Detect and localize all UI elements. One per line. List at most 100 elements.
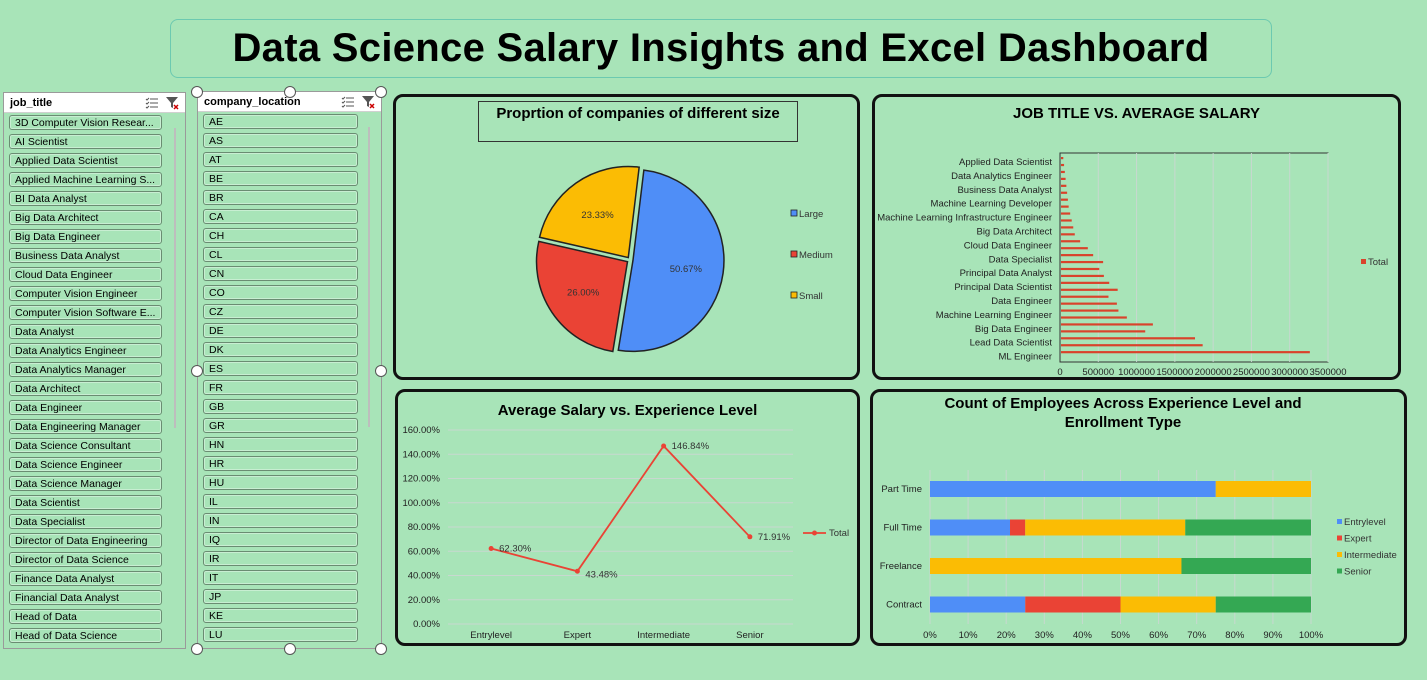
slicer-item[interactable]: Cloud Data Engineer <box>9 267 162 282</box>
data-point <box>747 534 753 540</box>
job-chart-title: JOB TITLE VS. AVERAGE SALARY <box>1013 105 1260 122</box>
slicer-item[interactable]: Director of Data Science <box>9 552 162 567</box>
scrollbar[interactable] <box>368 127 370 427</box>
category-label: Expert <box>564 630 592 641</box>
slicer-item[interactable]: GR <box>203 418 358 433</box>
tick-label: 1500000 <box>1156 367 1193 377</box>
category-label: Lead Data Scientist <box>970 338 1053 349</box>
resize-handle[interactable] <box>375 365 387 377</box>
legend-swatch <box>1337 552 1342 557</box>
resize-handle[interactable] <box>284 643 296 655</box>
slicer-item[interactable]: 3D Computer Vision Resear... <box>9 115 162 130</box>
pie-slice <box>538 165 641 259</box>
slicer-item[interactable]: JP <box>203 589 358 604</box>
pie-data-label: 23.33% <box>581 210 614 221</box>
slicer-item[interactable]: LU <box>203 627 358 642</box>
slicer-item[interactable]: HN <box>203 437 358 452</box>
slicer-item[interactable]: DE <box>203 323 358 338</box>
slicer-item[interactable]: Data Specialist <box>9 514 162 529</box>
slicer-item[interactable]: Applied Data Scientist <box>9 153 162 168</box>
slicer-item[interactable]: Data Scientist <box>9 495 162 510</box>
bar <box>1061 177 1066 180</box>
slicer-item[interactable]: KE <box>203 608 358 623</box>
legend-label: Intermediate <box>1344 550 1397 561</box>
job-salary-chart-panel[interactable]: JOB TITLE VS. AVERAGE SALARY Applied Dat… <box>872 94 1401 380</box>
resize-handle[interactable] <box>284 86 296 98</box>
slicer-item[interactable]: Business Data Analyst <box>9 248 162 263</box>
slicer-item[interactable]: IT <box>203 570 358 585</box>
slicer-item[interactable]: Head of Data <box>9 609 162 624</box>
company-location-slicer[interactable]: company_location AE AS AT BE BR CA CH CL CN CO CZ D… <box>197 91 382 649</box>
slicer-item[interactable]: IL <box>203 494 358 509</box>
bar-segment <box>1120 596 1216 613</box>
slicer-item[interactable]: GB <box>203 399 358 414</box>
slicer-item[interactable]: AT <box>203 152 358 167</box>
clear-filter-icon[interactable] <box>361 95 375 109</box>
slicer-item[interactable]: Data Science Consultant <box>9 438 162 453</box>
clear-filter-icon[interactable] <box>165 96 179 110</box>
slicer-item[interactable]: Computer Vision Software E... <box>9 305 162 320</box>
experience-line-chart-panel[interactable]: Average Salary vs. Experience Level 0.00… <box>395 389 860 646</box>
slicer-item[interactable]: AE <box>203 114 358 129</box>
slicer-item[interactable]: Data Science Manager <box>9 476 162 491</box>
resize-handle[interactable] <box>375 86 387 98</box>
slicer-item[interactable]: Data Analytics Manager <box>9 362 162 377</box>
slicer-item[interactable]: Computer Vision Engineer <box>9 286 162 301</box>
slicer-item[interactable]: Financial Data Analyst <box>9 590 162 605</box>
resize-handle[interactable] <box>191 365 203 377</box>
slicer-item[interactable]: Data Engineer <box>9 400 162 415</box>
scrollbar[interactable] <box>174 128 176 428</box>
slicer-item[interactable]: Data Analyst <box>9 324 162 339</box>
slicer-item[interactable]: Applied Machine Learning S... <box>9 172 162 187</box>
slicer-item[interactable]: IQ <box>203 532 358 547</box>
slicer-item[interactable]: Finance Data Analyst <box>9 571 162 586</box>
slicer-item[interactable]: AI Scientist <box>9 134 162 149</box>
data-label: 71.91% <box>758 532 791 543</box>
resize-handle[interactable] <box>375 643 387 655</box>
slicer-item[interactable]: IN <box>203 513 358 528</box>
tick-label: 0 <box>1057 367 1062 377</box>
slicer-item[interactable]: CN <box>203 266 358 281</box>
slicer-item[interactable]: FR <box>203 380 358 395</box>
slicer-item[interactable]: CH <box>203 228 358 243</box>
job-title-slicer[interactable]: job_title 3D Computer Vision Resear... AI… <box>3 92 186 649</box>
slicer-item[interactable]: IR <box>203 551 358 566</box>
slicer-item[interactable]: HU <box>203 475 358 490</box>
multi-select-icon[interactable] <box>145 97 159 109</box>
tick-label: 100.00% <box>402 498 440 509</box>
slicer-item[interactable]: DK <box>203 342 358 357</box>
bar <box>1061 205 1069 208</box>
slicer-item[interactable]: CZ <box>203 304 358 319</box>
slicer-item[interactable]: Data Engineering Manager <box>9 419 162 434</box>
slicer-item[interactable]: Data Architect <box>9 381 162 396</box>
tick-label: 50% <box>1111 630 1131 641</box>
slicer-item[interactable]: BE <box>203 171 358 186</box>
resize-handle[interactable] <box>191 86 203 98</box>
employee-count-chart-panel[interactable]: Count of Employees Across Experience Lev… <box>870 389 1407 646</box>
slicer-item[interactable]: BI Data Analyst <box>9 191 162 206</box>
slicer-item[interactable]: Big Data Engineer <box>9 229 162 244</box>
slicer-item[interactable]: CO <box>203 285 358 300</box>
slicer-item[interactable]: Head of Data Science <box>9 628 162 643</box>
slicer-item[interactable]: Data Analytics Engineer <box>9 343 162 358</box>
bar <box>1061 247 1088 250</box>
slicer-item[interactable]: AS <box>203 133 358 148</box>
category-label: Data Engineer <box>991 296 1052 307</box>
slicer-item[interactable]: BR <box>203 190 358 205</box>
slicer-item[interactable]: ES <box>203 361 358 376</box>
bar-segment <box>930 519 1011 536</box>
category-label: Intermediate <box>637 630 690 641</box>
resize-handle[interactable] <box>191 643 203 655</box>
slicer-item[interactable]: Data Science Engineer <box>9 457 162 472</box>
bar <box>1061 163 1065 167</box>
slicer-item[interactable]: CA <box>203 209 358 224</box>
multi-select-icon[interactable] <box>341 96 355 108</box>
bar <box>1061 212 1071 215</box>
bar <box>1061 316 1127 319</box>
slicer-item[interactable]: Big Data Architect <box>9 210 162 225</box>
slicer-item[interactable]: CL <box>203 247 358 262</box>
bar <box>1061 267 1100 271</box>
pie-chart-panel[interactable]: Proprtion of companies of different size… <box>393 94 860 380</box>
slicer-item[interactable]: Director of Data Engineering <box>9 533 162 548</box>
slicer-item[interactable]: HR <box>203 456 358 471</box>
